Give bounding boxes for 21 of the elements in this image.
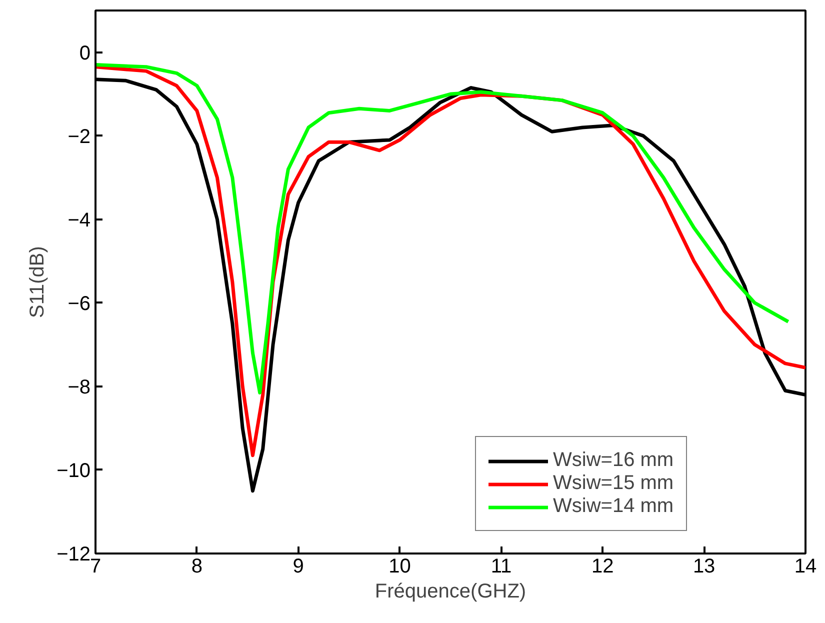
- x-tick-label: 8: [191, 556, 202, 578]
- y-tick-label: 0: [79, 42, 90, 64]
- x-tick-label: 13: [692, 556, 716, 578]
- y-tick-label: −6: [68, 292, 91, 315]
- y-tick-label: −10: [56, 460, 91, 482]
- y-tick-label: −12: [56, 544, 91, 566]
- legend-label: Wsiw=16 mm: [553, 449, 674, 472]
- legend-label: Wsiw=14 mm: [553, 495, 674, 518]
- y-tick-label: −2: [68, 126, 91, 148]
- y-tick-label: −8: [68, 376, 91, 398]
- x-tick-label: 14: [794, 556, 817, 578]
- y-tick-label: −4: [68, 209, 91, 232]
- legend-label: Wsiw=15 mm: [553, 472, 674, 495]
- x-tick-label: 12: [592, 556, 614, 578]
- x-tick-label: 11: [490, 556, 512, 578]
- x-tick-label: 10: [388, 556, 411, 578]
- y-axis-title: S11(dB): [26, 246, 49, 318]
- line-series: [96, 63, 790, 394]
- x-axis-title: Fréquence(GHZ): [374, 580, 526, 602]
- x-tick-label: 9: [292, 556, 304, 578]
- x-tick-label: 7: [90, 556, 102, 578]
